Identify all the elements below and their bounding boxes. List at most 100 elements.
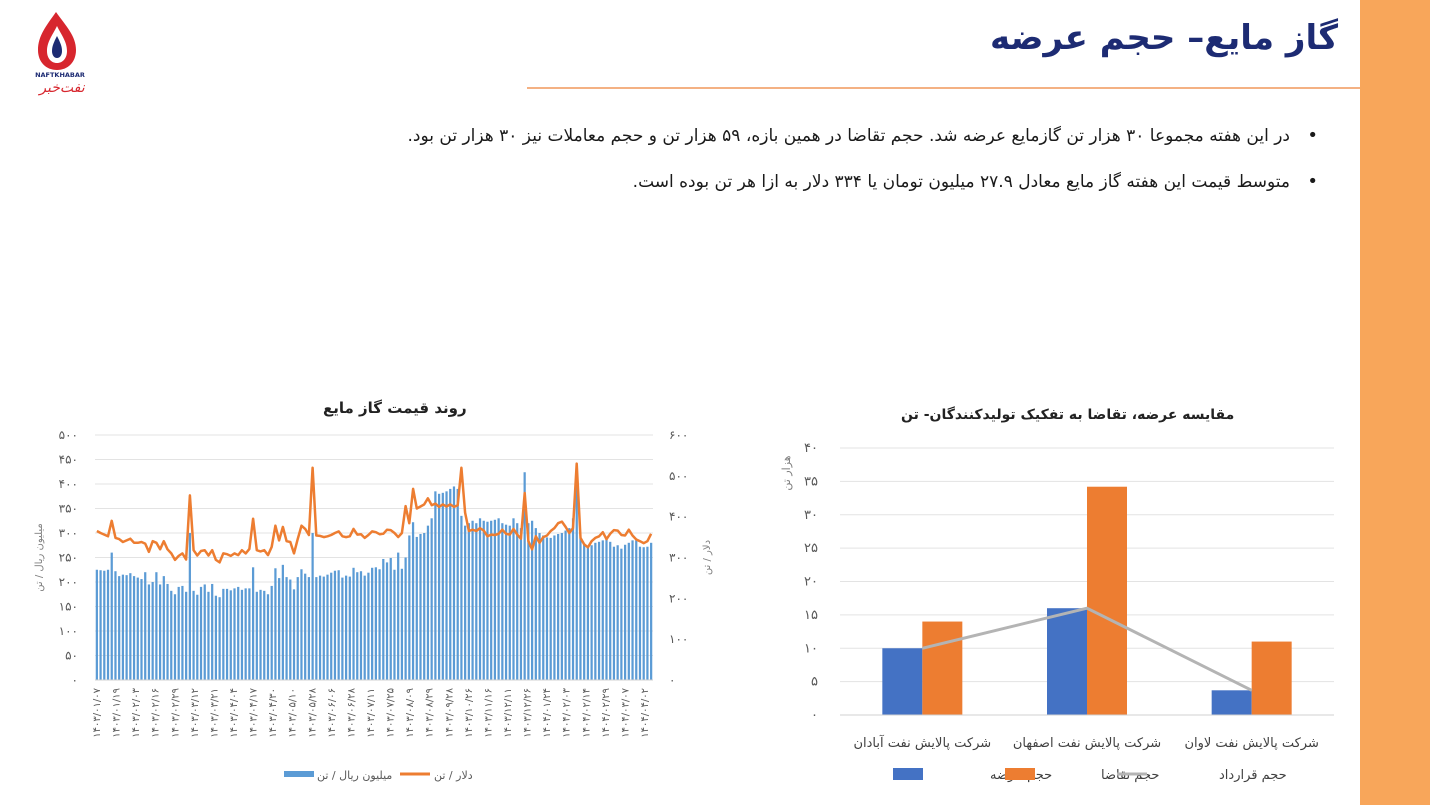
price-bar	[590, 545, 593, 680]
price-bar	[374, 567, 377, 680]
y-tick-label: ۰	[811, 708, 818, 723]
y2-tick-label: ۲۰۰	[669, 591, 688, 605]
price-bar	[274, 568, 277, 680]
svg-text:NAFTKHABAR: NAFTKHABAR	[35, 71, 85, 79]
price-bar	[482, 520, 485, 680]
price-bar	[196, 594, 199, 680]
y-tick-label: ۵۰	[65, 649, 78, 663]
price-bar	[292, 589, 296, 680]
y-tick-label: ۳۵۰	[59, 502, 78, 516]
price-bar	[341, 577, 344, 680]
price-bar	[225, 588, 229, 680]
price-bar	[490, 520, 493, 680]
price-bar	[333, 570, 337, 680]
price-bar	[244, 588, 247, 680]
price-bar	[408, 535, 411, 680]
category-label: شرکت پالایش نفت لاوان	[1184, 736, 1318, 751]
price-bar	[426, 525, 430, 680]
x-tick-label: ۱۴۰۳/۰۵/۱۰	[288, 688, 299, 738]
x-tick-label: ۱۴۰۴/۰۲/۱۴	[581, 688, 592, 738]
price-bar	[322, 576, 325, 680]
price-bar	[289, 579, 292, 680]
x-tick-label: ۱۴۰۳/۰۲/۱۶	[151, 688, 162, 738]
y-tick-label: ۱۵	[804, 608, 818, 623]
contract-line	[921, 606, 1253, 692]
price-bar	[464, 525, 467, 680]
price-trend-chart: ۰ ۵۰ ۱۰۰ ۱۵۰ ۲۰۰ ۲۵۰ ۳۰۰ ۳۵۰ ۴۰۰ ۴۵۰ ۵۰۰ ۰ ۱۰۰ ۲۰۰ ۳۰۰…	[34, 428, 713, 782]
price-bar	[118, 576, 121, 680]
y-tick-label: ۳۰۰	[59, 526, 78, 540]
price-bar	[400, 568, 404, 680]
y2-tick-label: ۳۰۰	[669, 551, 688, 565]
price-bar	[248, 588, 251, 680]
y-tick-label: ۰	[72, 673, 78, 687]
price-bar	[300, 569, 303, 680]
price-bar	[486, 521, 489, 680]
price-bar	[203, 584, 206, 680]
price-bar	[635, 540, 638, 680]
x-tick-label: ۱۴۰۳/۰۳/۱۲	[190, 688, 201, 738]
price-bar	[155, 572, 158, 680]
usd-price-line	[96, 462, 653, 564]
price-bar	[478, 518, 482, 680]
price-bar	[222, 588, 225, 680]
y-tick-label: ۲۰۰	[59, 575, 78, 589]
y-tick-label: ۳۵	[804, 474, 818, 489]
price-chart-title: روند قیمت گاز مایع	[323, 399, 467, 417]
price-bar	[508, 525, 511, 680]
price-bar	[363, 575, 366, 680]
price-bar	[378, 569, 381, 680]
price-bar	[437, 493, 441, 680]
y2-tick-label: ۰	[669, 673, 675, 687]
price-bar	[542, 535, 545, 680]
price-bar	[211, 583, 214, 680]
price-bar	[140, 579, 143, 680]
price-bar	[620, 548, 623, 680]
y-tick-label: ۲۵	[804, 541, 818, 556]
price-bar	[132, 576, 136, 680]
x-tick-label: ۱۴۰۳/۰۲/۲۹	[170, 688, 181, 738]
price-bar	[430, 518, 433, 680]
price-bar	[534, 528, 537, 680]
bullet-item: متوسط قیمت این هفته گاز مایع معادل ۲۷.۹ …	[298, 170, 1318, 194]
legend-swatch-demand	[1005, 768, 1035, 780]
price-bar	[304, 573, 307, 680]
price-bar	[597, 541, 601, 680]
price-bar	[415, 536, 418, 680]
y-axis-title: میلیون ریال / تن	[34, 523, 45, 591]
price-bar	[475, 523, 478, 680]
legend-swatch-supply	[893, 768, 923, 780]
price-bar	[129, 573, 132, 680]
y-tick-label: ۵	[811, 675, 818, 690]
y-tick-label: ۴۰	[804, 441, 818, 456]
price-bar	[568, 528, 571, 680]
supply-bar	[1211, 690, 1252, 715]
x-tick-label: ۱۴۰۳/۰۸/۲۹	[425, 688, 436, 738]
x-tick-label: ۱۴۰۴/۰۳/۰۷	[620, 687, 631, 737]
x-tick-label: ۱۴۰۳/۰۴/۳۰	[268, 688, 279, 738]
price-bar	[601, 540, 604, 680]
price-bar	[255, 591, 258, 680]
price-bar	[311, 533, 314, 680]
x-tick-label: ۱۴۰۳/۰۵/۲۸	[307, 687, 318, 737]
price-bar	[642, 547, 645, 680]
price-bar	[549, 537, 552, 680]
price-bar	[315, 577, 318, 680]
price-bar	[278, 578, 281, 680]
x-tick-label: ۱۴۰۳/۰۳/۲۱	[209, 688, 220, 738]
price-bar	[609, 541, 612, 680]
price-bar	[367, 572, 370, 680]
price-bar	[530, 520, 534, 680]
price-bar	[151, 582, 154, 680]
x-tick-label: ۱۴۰۳/۱۰/۲۶	[464, 688, 475, 738]
price-bar	[557, 533, 560, 680]
x-tick-label: ۱۴۰۳/۰۱/۱۹	[112, 688, 123, 738]
price-bar	[103, 570, 106, 680]
y-tick-label: ۴۰۰	[59, 477, 78, 491]
price-bar	[207, 591, 210, 680]
producer-chart-title: مقایسه عرضه، تقاضا به تفکیک تولیدکنندگان…	[901, 407, 1235, 423]
x-tick-label: ۱۴۰۳/۰۷/۱۱	[366, 688, 377, 738]
price-bar	[337, 570, 340, 680]
price-bar	[359, 571, 363, 680]
price-bar	[218, 597, 221, 680]
